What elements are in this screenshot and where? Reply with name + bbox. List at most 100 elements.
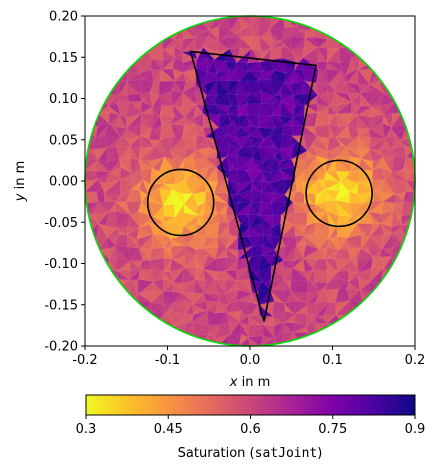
mesh-edge <box>138 51 153 59</box>
mesh-edge <box>283 69 295 85</box>
mesh-cell <box>249 16 262 27</box>
mesh-edge <box>120 157 133 174</box>
mesh-edge <box>335 247 352 260</box>
mesh-edge <box>257 115 275 129</box>
mesh-edge <box>181 278 197 294</box>
mesh-edge <box>228 168 239 185</box>
mesh-edge <box>104 126 121 138</box>
mesh-edge <box>371 256 385 269</box>
mesh-edge <box>151 304 165 315</box>
mesh-edge <box>251 190 262 204</box>
mesh-edge <box>236 180 253 195</box>
mesh-edge <box>394 321 405 337</box>
mesh-edge <box>357 249 374 259</box>
mesh-edge <box>372 178 386 192</box>
mesh-edge <box>196 57 208 73</box>
mesh-edge <box>379 178 396 194</box>
mesh-edge <box>249 127 265 140</box>
mesh-cell <box>128 303 141 316</box>
mesh-edge <box>120 179 132 196</box>
mesh-edge <box>380 58 395 74</box>
mesh-edge <box>196 93 208 106</box>
mesh-edge <box>324 277 340 291</box>
mesh-edge <box>296 292 309 304</box>
mesh-edge <box>372 248 383 258</box>
mesh-edge <box>279 135 294 150</box>
mesh-edge <box>250 16 262 27</box>
mesh-cell <box>401 244 415 260</box>
y-tick-label: -0.10 <box>44 257 78 272</box>
mesh-edge <box>372 93 385 107</box>
plot-area: -0.2 -0.1 0.0 0.1 0.2 -0.20 -0.15 -0.10 -0.05 0.… <box>13 10 425 391</box>
mesh-edge <box>203 258 219 272</box>
mesh-edge <box>164 149 175 160</box>
mesh-edge <box>141 193 151 202</box>
mesh-edge <box>395 124 408 140</box>
y-tick-label: -0.15 <box>44 298 78 313</box>
mesh-edge <box>251 25 260 38</box>
mesh-edge <box>153 278 165 292</box>
mesh-edge <box>138 290 154 303</box>
mesh-edge <box>346 168 360 183</box>
mesh-cell <box>378 280 396 291</box>
mesh-edge <box>393 71 407 84</box>
mesh-edge <box>116 246 131 262</box>
mesh-edge <box>338 237 349 251</box>
mesh-edge <box>106 136 121 148</box>
mesh-edge <box>226 126 241 138</box>
mesh-edge <box>380 246 394 258</box>
mesh-edge <box>339 93 352 105</box>
mesh-edge <box>206 50 218 60</box>
mesh-edge <box>175 158 185 173</box>
mesh-edge <box>383 101 395 115</box>
mesh-edge <box>108 201 117 212</box>
mesh-edge <box>326 82 337 93</box>
mesh-edge <box>127 238 140 249</box>
mesh-edge <box>97 301 110 315</box>
mesh-edge <box>340 45 353 64</box>
mesh-edge <box>403 246 415 260</box>
mesh-edge <box>272 26 286 42</box>
mesh-edge <box>361 236 370 250</box>
mesh-edge <box>258 289 275 305</box>
mesh-edge <box>186 67 197 86</box>
mesh-edge <box>85 190 99 204</box>
mesh-edge <box>249 214 262 227</box>
mesh-edge <box>405 279 415 292</box>
mesh-edge <box>348 320 364 338</box>
mesh-cell <box>373 60 381 71</box>
colorbar-tick-label: 0.45 <box>154 422 183 437</box>
mesh-edge <box>294 312 308 327</box>
mesh-edge <box>239 315 250 326</box>
mesh-edge <box>151 115 163 130</box>
mesh-edge <box>283 313 296 323</box>
mesh-edge <box>186 233 197 250</box>
mesh-edge <box>227 80 240 95</box>
mesh-edge <box>171 235 187 247</box>
mesh-edge <box>251 138 265 148</box>
mesh-edge <box>115 200 131 215</box>
mesh-edge <box>137 280 154 294</box>
mesh-edge <box>138 200 154 217</box>
mesh-edge <box>381 36 395 50</box>
mesh-edge <box>164 290 175 305</box>
mesh-edge <box>313 137 330 151</box>
mesh-edge <box>208 158 218 168</box>
mesh-edge <box>359 281 371 293</box>
mesh-cell <box>335 321 348 334</box>
mesh-edge <box>217 133 230 151</box>
mesh-edge <box>153 204 165 217</box>
mesh-edge <box>285 60 297 74</box>
mesh-edge <box>403 191 415 204</box>
mesh-edge <box>85 45 98 62</box>
mesh-edge <box>361 299 373 316</box>
mesh-edge <box>172 61 184 73</box>
mesh-edge <box>106 334 119 346</box>
mesh-edge <box>384 226 393 235</box>
mesh-edge <box>197 202 206 216</box>
mesh-edge <box>97 146 109 162</box>
mesh-edge <box>193 300 208 315</box>
mesh-edge <box>271 40 283 48</box>
mesh-edge <box>95 334 108 346</box>
mesh-cell <box>361 299 373 316</box>
